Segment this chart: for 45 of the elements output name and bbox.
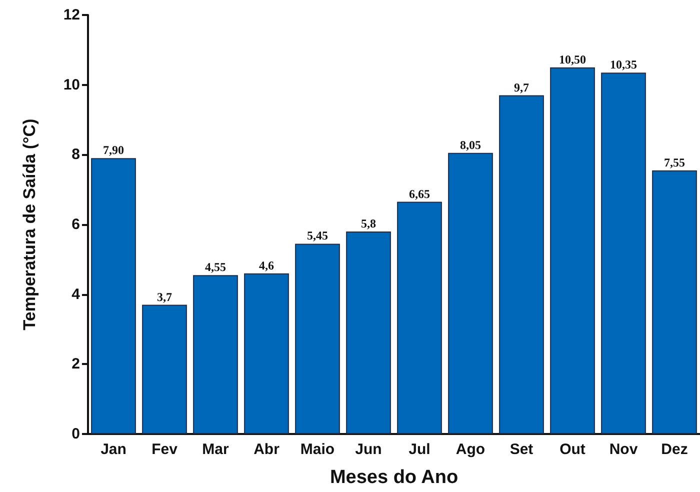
x-tick-label: Jan <box>100 441 126 458</box>
x-tick-label: Dez <box>661 441 688 458</box>
bar <box>91 158 136 434</box>
data-label: 4,6 <box>259 258 274 272</box>
y-tick-label: 6 <box>72 216 80 233</box>
x-tick-label: Set <box>510 441 534 458</box>
bar <box>142 304 187 434</box>
bar <box>397 202 442 434</box>
y-tick-label: 12 <box>63 6 80 24</box>
data-label: 3,7 <box>157 290 172 304</box>
x-tick-label: Fev <box>152 441 178 458</box>
y-axis-title: Temperatura de Saída (°C) <box>20 118 39 330</box>
x-tick-label: Out <box>560 441 586 458</box>
data-label: 8,05 <box>460 138 481 152</box>
y-tick-label: 4 <box>72 286 81 303</box>
x-tick-label: Abr <box>254 441 280 458</box>
data-label: 10,50 <box>559 52 586 66</box>
data-label: 9,7 <box>514 80 529 94</box>
data-label: 7,55 <box>664 155 685 170</box>
data-label: 6,65 <box>409 186 430 201</box>
bar <box>601 72 646 434</box>
x-axis-title: Meses do Ano <box>330 467 458 488</box>
x-tick-label: Nov <box>609 441 638 458</box>
bar <box>448 152 493 434</box>
y-tick-label: 8 <box>72 146 80 164</box>
x-tick-label: Jul <box>408 441 430 458</box>
data-label: 7,90 <box>103 143 124 158</box>
data-label: 10,35 <box>610 58 637 72</box>
data-label: 5,45 <box>307 228 328 243</box>
data-label: 4,55 <box>205 260 226 274</box>
y-tick-label: 2 <box>72 356 80 373</box>
data-label: 5,8 <box>361 216 376 230</box>
bar <box>499 95 544 434</box>
y-tick-label: 10 <box>63 76 80 94</box>
x-tick-label: Mar <box>202 441 229 458</box>
x-tick-label: Ago <box>456 441 486 458</box>
bar <box>346 231 391 434</box>
bar <box>550 67 595 434</box>
x-tick-label: Maio <box>300 441 335 458</box>
bar <box>193 275 238 434</box>
x-tick-label: Jun <box>355 441 382 458</box>
bar <box>652 170 697 434</box>
bar <box>295 244 340 434</box>
bar <box>244 273 289 434</box>
y-tick-label: 0 <box>72 426 80 442</box>
